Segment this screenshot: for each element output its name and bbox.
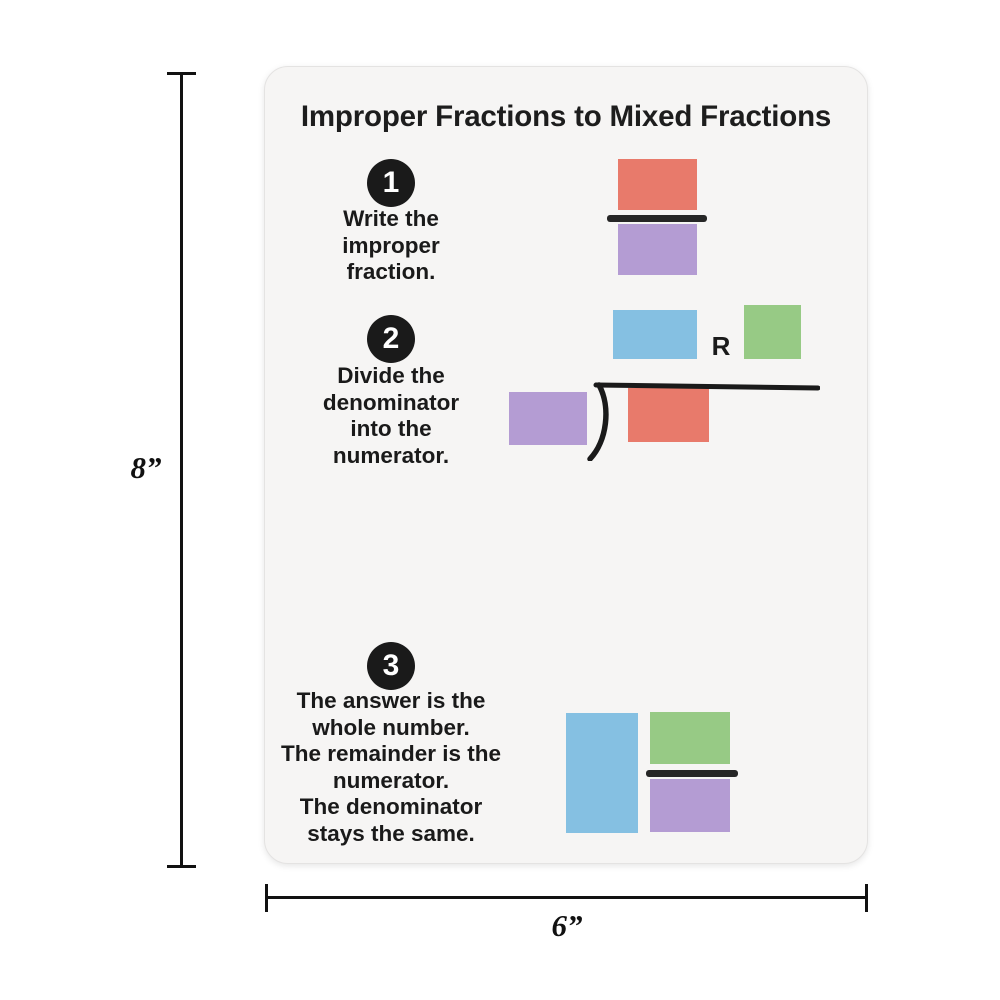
quotient-tile	[613, 310, 697, 359]
step-2-line-3: into the	[350, 416, 432, 442]
step-1-line-3: fraction.	[346, 259, 436, 285]
step-1-number-badge: 1	[367, 159, 415, 207]
height-dimension-cap-top	[167, 72, 196, 75]
step-3-instruction-text: The answer is the whole number. The rema…	[265, 688, 517, 847]
height-dimension-label: 8”	[130, 450, 162, 485]
step-2-line-2: denominator	[322, 389, 460, 415]
long-division-bracket-icon	[587, 382, 820, 461]
step-3-line-5: The denominator	[299, 794, 483, 820]
width-dimension-line	[265, 896, 868, 899]
step-3-number-badge: 3	[367, 642, 415, 690]
step-3-line-6: stays the same.	[307, 820, 475, 846]
numerator-tile	[650, 712, 730, 764]
width-dimension-cap-left	[265, 884, 268, 912]
fraction-bar	[646, 770, 738, 777]
height-dimension-line	[180, 72, 183, 868]
step-2-line-4: numerator.	[332, 442, 450, 468]
instruction-card: Improper Fractions to Mixed Fractions 1 …	[264, 66, 868, 864]
step-2-number-badge: 2	[367, 315, 415, 363]
step-2-line-1: Divide the	[337, 363, 445, 388]
numerator-tile	[618, 159, 697, 210]
remainder-label: R	[711, 331, 731, 361]
page-title: Improper Fractions to Mixed Fractions	[300, 100, 832, 133]
divisor-tile	[509, 392, 587, 445]
whole-number-tile	[566, 713, 638, 833]
denominator-tile	[650, 779, 730, 832]
step-1-line-1: Write the	[343, 206, 439, 231]
remainder-tile	[744, 305, 801, 359]
step-3-line-3: The remainder is the	[280, 741, 502, 767]
step-3-line-1: The answer is the	[296, 688, 486, 713]
step-3-line-2: whole number.	[312, 714, 470, 740]
denominator-tile	[618, 224, 697, 275]
step-2-instruction-text: Divide the denominator into the numerato…	[281, 363, 501, 469]
step-3-line-4: numerator.	[332, 767, 450, 793]
fraction-bar	[607, 215, 707, 222]
dividend-tile	[628, 388, 709, 442]
step-1-line-2: improper	[342, 232, 440, 258]
width-dimension-cap-right	[865, 884, 868, 912]
height-dimension-cap-bottom	[167, 865, 196, 868]
width-dimension-label: 6”	[551, 908, 583, 943]
step-1-instruction-text: Write the improper fraction.	[291, 206, 491, 286]
